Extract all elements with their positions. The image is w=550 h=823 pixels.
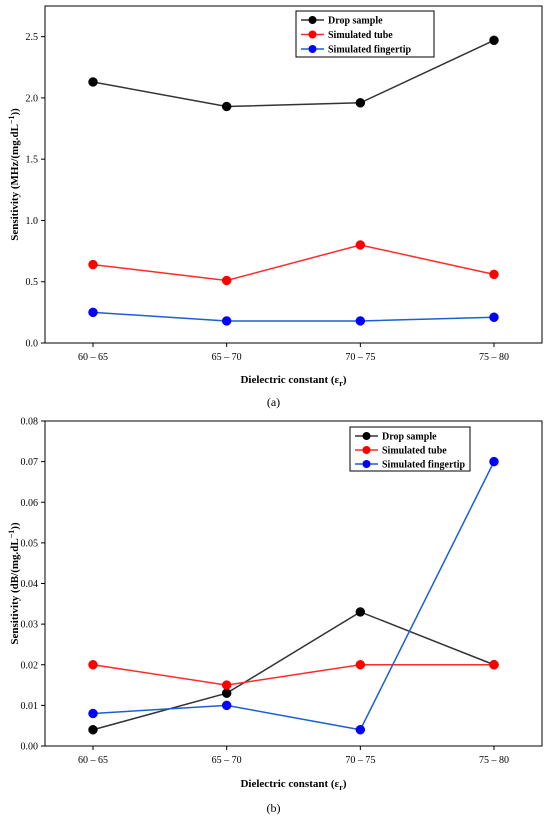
data-point [489, 312, 499, 323]
series-line [92, 611, 495, 731]
legend-entry: Simulated fingertip [328, 45, 411, 56]
series-simulated-tube [88, 240, 499, 286]
legend-marker [362, 432, 371, 440]
legend-entry: Simulated fingertip [382, 460, 465, 471]
y-tick-label: 0.02 [21, 660, 39, 671]
legend: Drop sample Simulated tube Simulated finge… [295, 10, 435, 58]
data-point [221, 316, 232, 326]
x-tick-label: 70 – 75 [345, 755, 375, 766]
chart-panel-a: 0.0 0.5 1.0 1.5 2.0 2.5 60 – 65 65 – 70 70 – 75 7… [7, 5, 543, 409]
series-drop-sample [88, 35, 499, 112]
data-point [88, 77, 98, 87]
x-tick-label: 65 – 70 [212, 755, 242, 766]
legend-entry: Simulated tube [328, 30, 393, 41]
data-point [355, 316, 366, 326]
data-point [221, 688, 232, 698]
data-point [221, 275, 232, 286]
y-tick-label: 0.03 [21, 620, 39, 631]
x-tick-label: 75 – 80 [479, 755, 509, 766]
series-drop-sample [88, 607, 499, 735]
legend: Drop sample Simulated tube Simulated finge… [349, 426, 471, 472]
plot-frame [44, 5, 543, 344]
x-tick-label: 75 – 80 [479, 352, 509, 363]
data-point [88, 725, 98, 735]
y-tick-label: 0.06 [21, 498, 39, 509]
legend-marker [362, 446, 371, 454]
series-line [92, 664, 494, 686]
legend-marker [362, 460, 371, 468]
data-point [355, 607, 366, 617]
data-point [88, 259, 98, 270]
data-point [88, 307, 98, 318]
x-tick-label: 60 – 65 [78, 755, 108, 766]
y-axis-label: Sensitivity (MHz/(mg.dL−1)) [7, 108, 21, 241]
series-line [92, 39, 495, 108]
panel-label: (b) [267, 801, 281, 815]
y-tick-label: 0.0 [26, 339, 39, 350]
series-line [92, 244, 495, 282]
data-point [88, 660, 98, 670]
x-tick-label: 60 – 65 [78, 352, 108, 363]
y-tick-label: 1.0 [26, 216, 39, 227]
data-point [489, 456, 499, 467]
data-point [88, 708, 98, 719]
series-simulated-fingertip [88, 307, 499, 326]
data-point [355, 240, 366, 250]
y-tick-label: 0.5 [26, 277, 39, 288]
panel-label: (a) [267, 395, 280, 409]
series-line [92, 311, 495, 322]
data-point [489, 660, 499, 670]
series-simulated-fingertip [88, 456, 499, 735]
legend-entry: Simulated tube [382, 446, 447, 457]
legend-entry: Drop sample [382, 432, 437, 443]
x-tick-label: 70 – 75 [345, 352, 375, 363]
data-point [489, 35, 499, 46]
y-tick-label: 0.07 [21, 457, 39, 468]
y-tick-label: 0.05 [21, 538, 39, 549]
y-tick-label: 0.00 [21, 742, 39, 753]
legend-marker [308, 30, 317, 39]
data-point [221, 680, 232, 690]
series-line [92, 461, 495, 731]
legend-marker [308, 45, 317, 53]
legend-marker [308, 16, 317, 24]
legend-entry: Drop sample [328, 16, 383, 27]
y-tick-label: 1.5 [26, 155, 39, 166]
y-tick-label: 2.0 [26, 93, 39, 104]
y-tick-label: 2.5 [26, 32, 39, 43]
data-point [489, 269, 499, 280]
x-tick-label: 65 – 70 [212, 352, 242, 363]
x-axis-label: Dielectric constant (εr) [240, 778, 346, 792]
data-point [221, 101, 232, 112]
y-tick-label: 0.08 [21, 417, 39, 428]
x-axis-label: Dielectric constant (εr) [240, 374, 346, 388]
y-tick-label: 0.04 [21, 579, 39, 590]
series-simulated-tube [88, 660, 499, 690]
data-point [355, 98, 366, 108]
y-axis-label: Sensitivity (dB/(mg.dL−1)) [7, 522, 21, 645]
chart-panel-b: 0.00 0.01 0.02 0.03 0.04 0.05 0.06 0.07 0.08 60 –… [7, 417, 543, 815]
data-point [221, 700, 232, 711]
data-point [355, 725, 366, 735]
data-point [355, 660, 366, 670]
y-tick-label: 0.01 [21, 701, 39, 712]
